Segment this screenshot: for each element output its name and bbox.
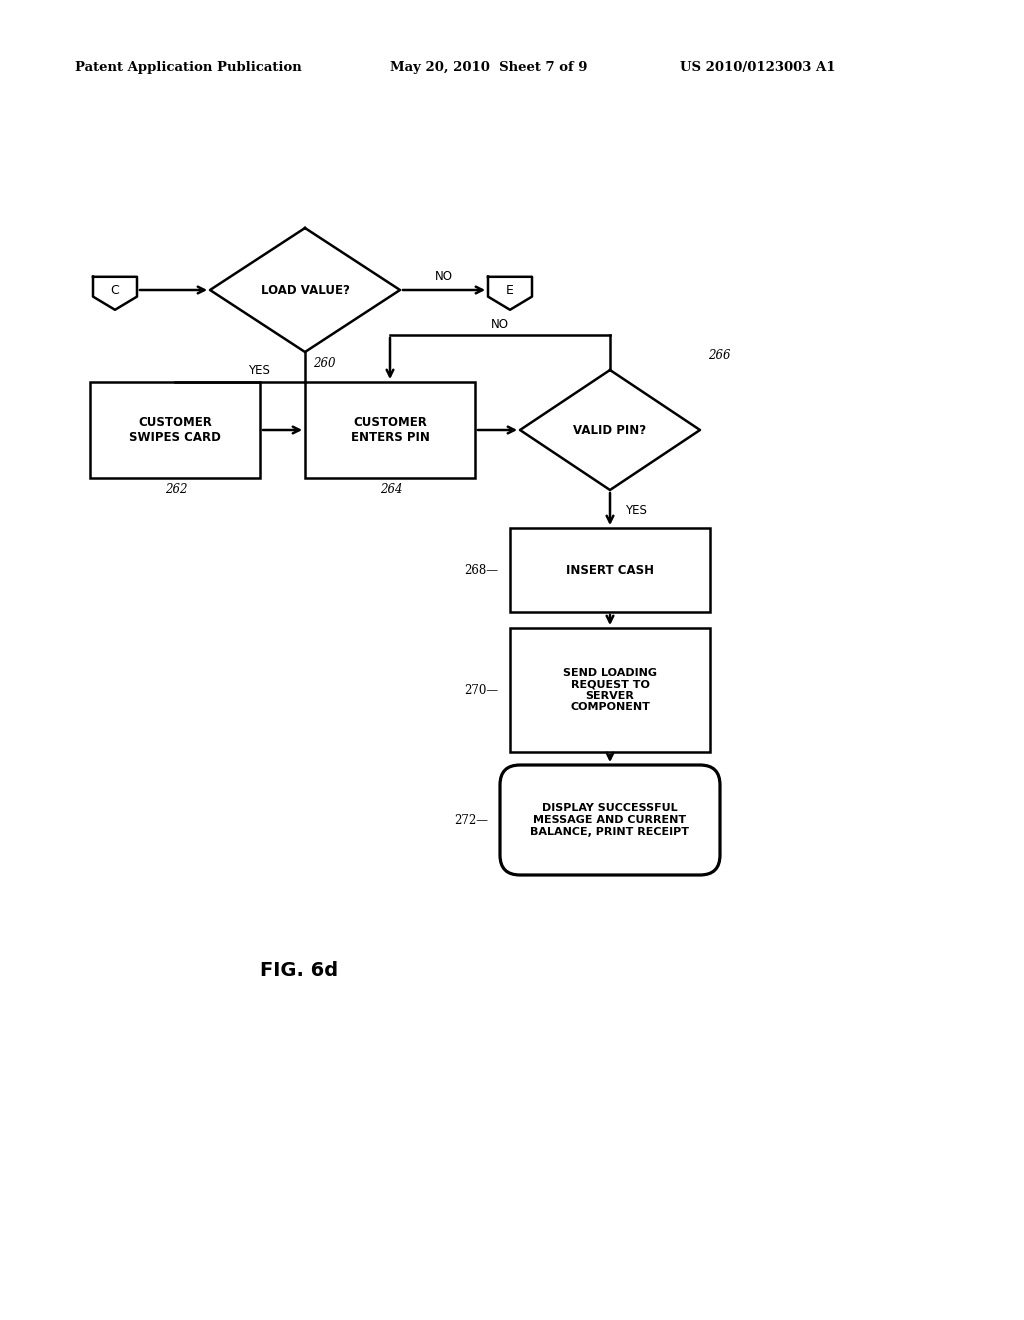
Text: CUSTOMER
ENTERS PIN: CUSTOMER ENTERS PIN	[350, 416, 429, 444]
Text: FIG. 6d: FIG. 6d	[260, 961, 338, 979]
Text: 260: 260	[313, 356, 336, 370]
Bar	[510, 528, 710, 612]
Text: VALID PIN?: VALID PIN?	[573, 424, 646, 437]
Text: US 2010/0123003 A1: US 2010/0123003 A1	[680, 62, 836, 74]
Text: 268—: 268—	[464, 564, 498, 577]
Text: May 20, 2010  Sheet 7 of 9: May 20, 2010 Sheet 7 of 9	[390, 62, 588, 74]
Text: 266: 266	[708, 348, 730, 362]
Text: DISPLAY SUCCESSFUL
MESSAGE AND CURRENT
BALANCE, PRINT RECEIPT: DISPLAY SUCCESSFUL MESSAGE AND CURRENT B…	[530, 804, 689, 837]
Text: YES: YES	[248, 363, 270, 376]
Text: YES: YES	[625, 503, 647, 516]
Text: C: C	[111, 284, 120, 297]
Text: 272—: 272—	[454, 813, 488, 826]
Text: Patent Application Publication: Patent Application Publication	[75, 62, 302, 74]
Bar	[90, 381, 260, 478]
Text: NO: NO	[435, 269, 453, 282]
Text: 262: 262	[165, 483, 187, 496]
Text: NO: NO	[490, 318, 509, 331]
Text: 270—: 270—	[464, 684, 498, 697]
Bar	[510, 628, 710, 752]
Bar	[305, 381, 475, 478]
Text: E: E	[506, 284, 514, 297]
Text: LOAD VALUE?: LOAD VALUE?	[260, 284, 349, 297]
Text: 264: 264	[380, 483, 402, 496]
Text: INSERT CASH: INSERT CASH	[566, 564, 654, 577]
Text: SEND LOADING
REQUEST TO
SERVER
COMPONENT: SEND LOADING REQUEST TO SERVER COMPONENT	[563, 668, 657, 713]
Text: CUSTOMER
SWIPES CARD: CUSTOMER SWIPES CARD	[129, 416, 221, 444]
